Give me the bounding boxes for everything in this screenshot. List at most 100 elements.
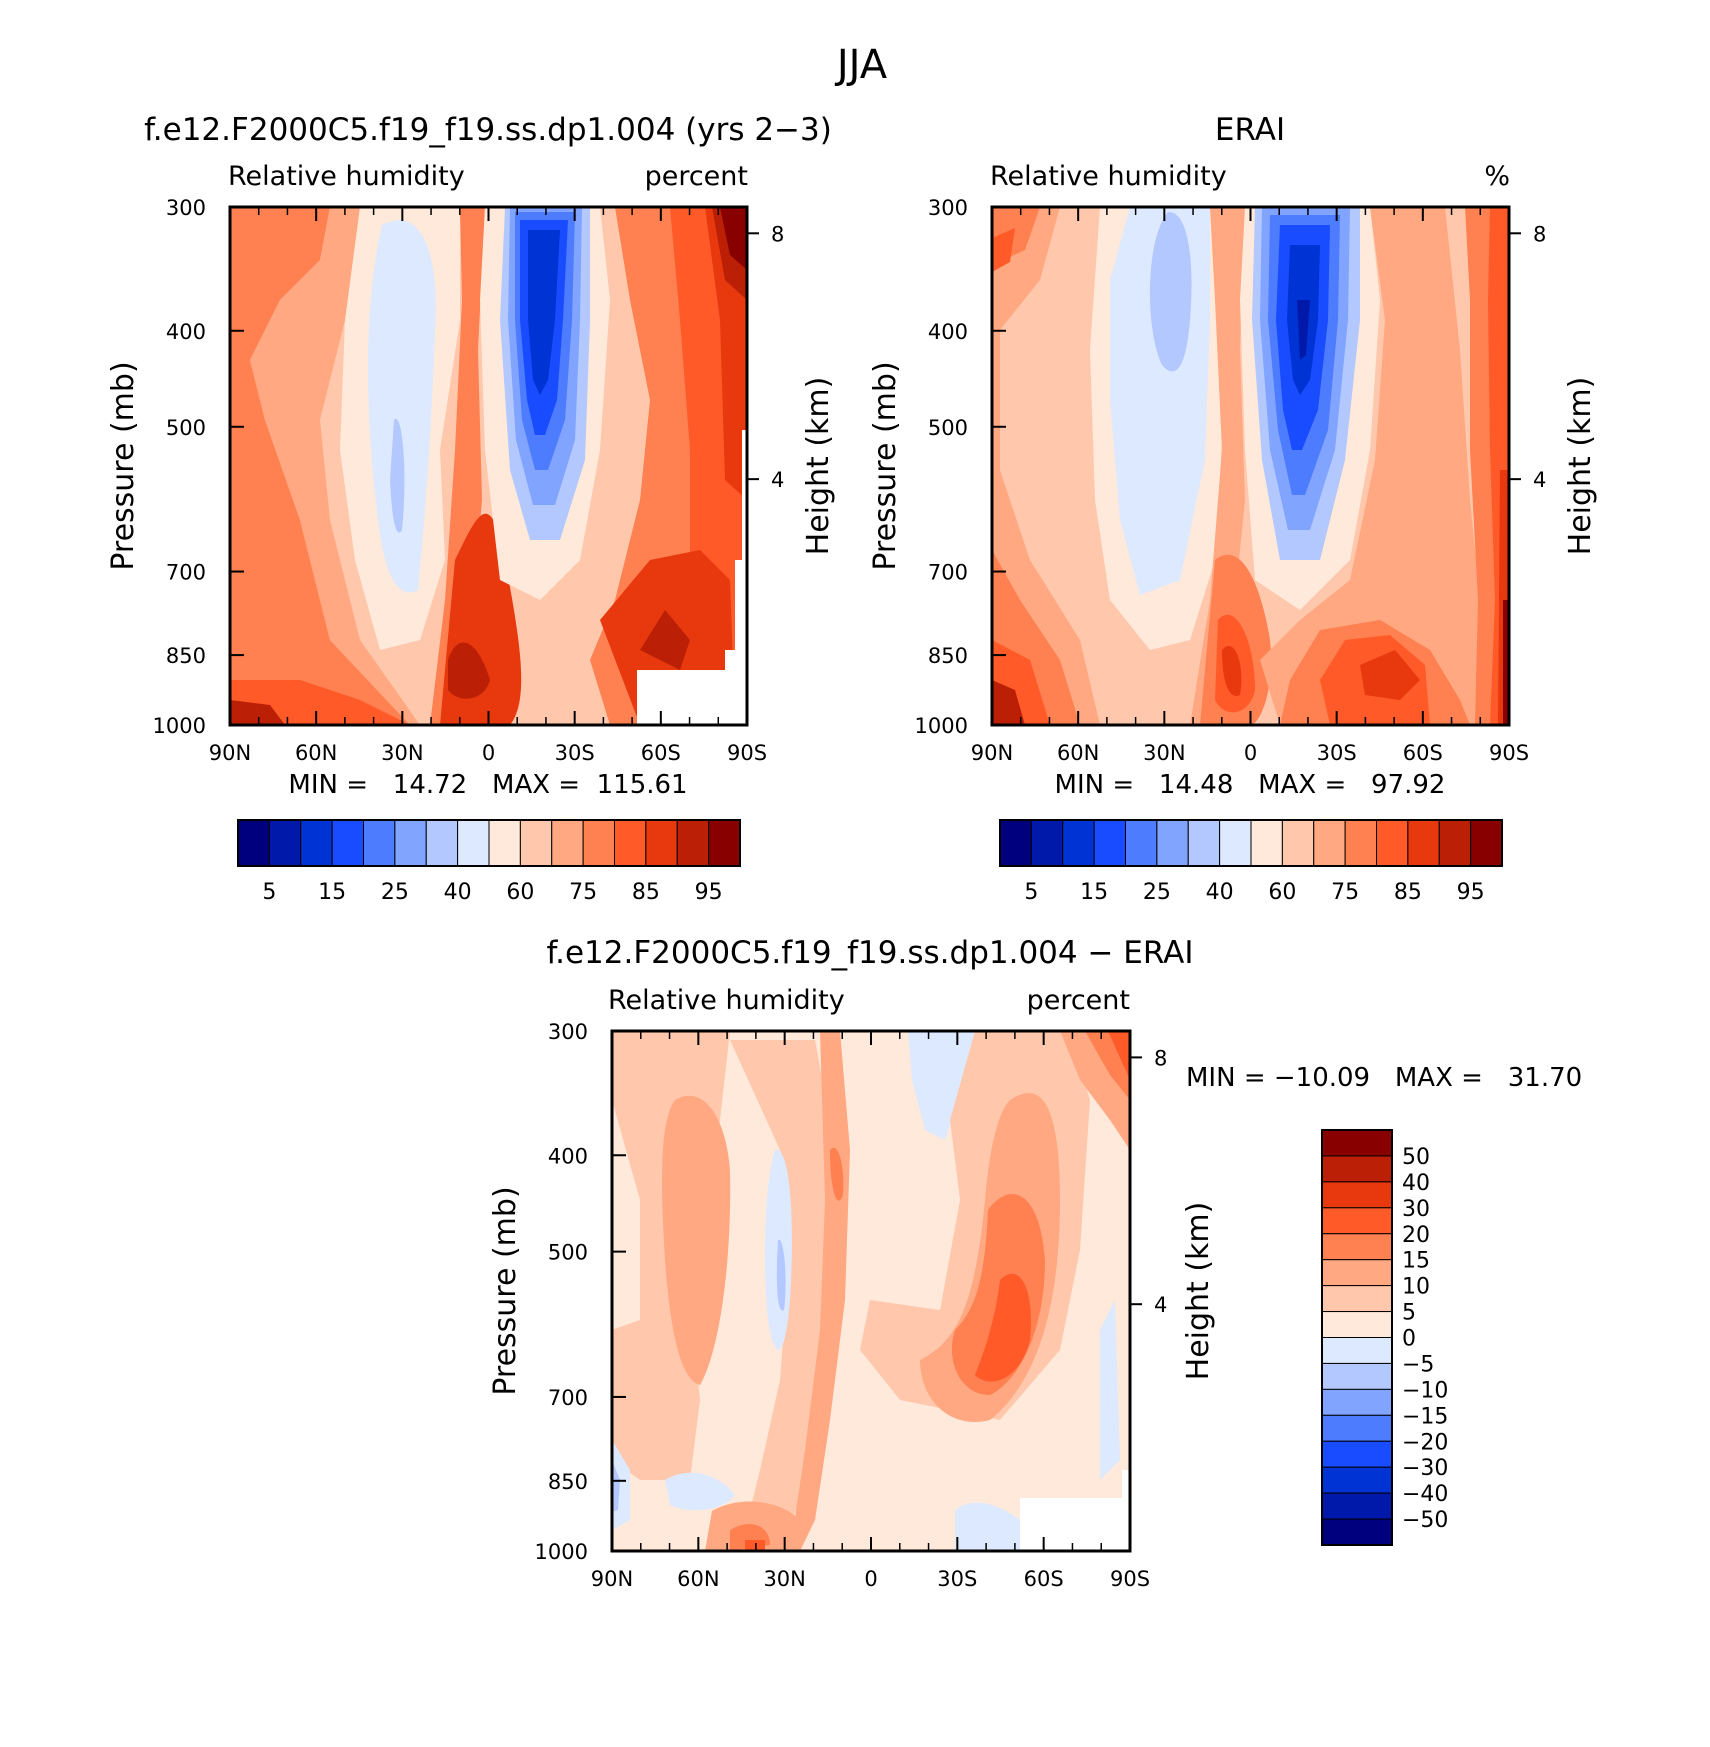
field-region [390, 418, 405, 533]
pressure-tick-label: 500 [166, 416, 206, 440]
colorbar-label: 15 [1080, 880, 1108, 905]
lat-tick-label: 30N [763, 1567, 805, 1591]
colorbar-label: 75 [1331, 880, 1359, 905]
panel-obs-title: ERAI [1215, 112, 1285, 148]
lat-tick-label: 30S [1317, 741, 1357, 765]
colorbar-swatch [1321, 1492, 1393, 1520]
panel-diff-ylabel: Pressure (mb) [488, 1186, 523, 1395]
field-region [908, 1031, 975, 1140]
colorbar-swatch [268, 819, 302, 867]
lat-tick-label: 90N [971, 741, 1013, 765]
colorbar-swatch [708, 819, 741, 867]
field-region [612, 1031, 640, 1065]
colorbar-swatch [1407, 819, 1440, 867]
field-region [250, 207, 420, 725]
colorbar-swatch [1321, 1440, 1393, 1468]
colorbar-swatch [394, 819, 427, 867]
colorbar-swatch [1321, 1311, 1393, 1338]
field-region [1260, 207, 1490, 725]
field-region [662, 1095, 731, 1385]
height-tick-label: 8 [771, 222, 784, 246]
colorbar-frame [999, 819, 1503, 867]
lat-tick-label: 90N [591, 1567, 633, 1591]
panel-diff: f.e12.F2000C5.f19_f19.ss.dp1.004 − ERAI … [488, 935, 1582, 1591]
field-region [367, 220, 436, 593]
panel-diff-y2label: Height (km) [1181, 1202, 1216, 1381]
pressure-tick-label: 400 [166, 320, 206, 344]
colorbar-swatch [1321, 1155, 1393, 1183]
panel-model-stats: MIN = 14.72 MAX = 115.61 [288, 770, 687, 800]
panel-model-variable-label: Relative humidity [228, 161, 465, 192]
panel-model-y2label: Height (km) [801, 377, 836, 556]
height-tick-label: 8 [1154, 1046, 1167, 1070]
pressure-tick-label: 1000 [535, 1540, 588, 1564]
pressure-tick-label: 500 [928, 416, 968, 440]
colorbar-frame [237, 819, 741, 867]
lat-tick-label: 30N [1143, 741, 1185, 765]
field-region [230, 207, 410, 725]
panel-obs-variable-label: Relative humidity [990, 161, 1227, 192]
colorbar-swatch [1470, 819, 1503, 867]
colorbar-label: 40 [1402, 1171, 1430, 1196]
colorbar-swatch [676, 819, 710, 867]
lat-tick-label: 60N [295, 741, 337, 765]
pressure-tick-label: 850 [548, 1470, 588, 1494]
height-tick-label: 4 [1533, 468, 1546, 492]
field-region [992, 228, 1015, 272]
field-region [745, 1540, 765, 1551]
colorbar-label: −50 [1402, 1508, 1448, 1533]
colorbar-swatch [1187, 819, 1221, 867]
colorbar-swatch [1438, 819, 1472, 867]
field-region [1360, 650, 1420, 700]
lat-tick-label: 0 [864, 1567, 877, 1591]
pressure-tick-label: 300 [166, 196, 206, 220]
lat-tick-label: 60N [677, 1567, 719, 1591]
field-region [776, 1239, 786, 1311]
colorbar-swatch [1321, 1414, 1393, 1442]
colorbar-label: 85 [1394, 880, 1422, 905]
field-region [448, 642, 490, 699]
missing-data-region [637, 430, 747, 725]
panel-model-ylabel: Pressure (mb) [106, 361, 141, 570]
colorbar-label: −20 [1402, 1430, 1448, 1455]
pressure-tick-label: 850 [928, 644, 968, 668]
colorbar-label: −30 [1402, 1456, 1448, 1481]
colorbar-label: 5 [1024, 880, 1038, 905]
colorbar-swatch [1313, 819, 1346, 867]
lat-tick-label: 0 [482, 741, 495, 765]
colorbar-label: 10 [1402, 1275, 1430, 1300]
lat-tick-label: 60S [641, 741, 681, 765]
lat-tick-label: 60S [1024, 1567, 1064, 1591]
field-region [992, 207, 1100, 725]
colorbar-swatch [1281, 819, 1315, 867]
pressure-tick-label: 1000 [915, 714, 968, 738]
panel-obs-y2label: Height (km) [1563, 377, 1598, 556]
panel-diff-title: f.e12.F2000C5.f19_f19.ss.dp1.004 − ERAI [546, 935, 1193, 971]
colorbar-label: −10 [1402, 1378, 1448, 1403]
colorbar-swatch [645, 819, 678, 867]
colorbar-label: 0 [1402, 1327, 1416, 1352]
lat-tick-label: 30N [381, 741, 423, 765]
panel-diff-axes: 300 400 500 700 850 1000 8 4 90N 60N 30N 0 30S 60S 90S [535, 1020, 1168, 1591]
field-region [955, 1502, 1020, 1551]
colorbar-frame [1321, 1129, 1393, 1546]
panel-obs-stats: MIN = 14.48 MAX = 97.92 [1055, 770, 1446, 800]
height-tick-label: 4 [1154, 1293, 1167, 1317]
colorbar-label: 50 [1402, 1145, 1430, 1170]
colorbar-swatch [331, 819, 364, 867]
height-tick-label: 8 [1533, 222, 1546, 246]
colorbar-label: 60 [506, 880, 534, 905]
colorbar-swatch [1321, 1466, 1393, 1494]
colorbar-swatch [519, 819, 553, 867]
colorbar-swatch [1321, 1518, 1393, 1546]
panel-obs-units-label: % [1484, 161, 1510, 192]
pressure-tick-label: 700 [166, 561, 206, 585]
pressure-tick-label: 1000 [153, 714, 206, 738]
field-region [1100, 1300, 1120, 1480]
field-region [640, 610, 690, 670]
height-tick-label: 4 [771, 468, 784, 492]
colorbar-swatch [1321, 1181, 1393, 1209]
panel-obs-field [992, 207, 1509, 725]
field-region [612, 1460, 620, 1512]
colorbar-label: 40 [1206, 880, 1234, 905]
